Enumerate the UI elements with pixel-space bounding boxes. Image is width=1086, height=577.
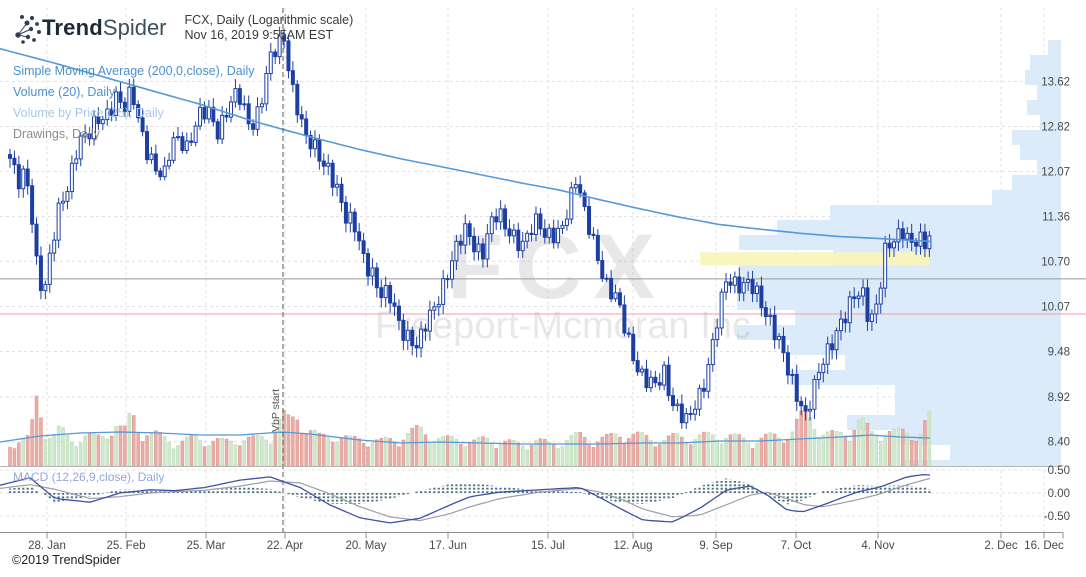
svg-text:25. Feb: 25. Feb <box>107 540 146 552</box>
svg-text:10.70: 10.70 <box>1041 256 1070 268</box>
logo-text-spider: Spider <box>102 15 167 40</box>
svg-text:9. Sep: 9. Sep <box>699 540 732 552</box>
svg-text:17. Jun: 17. Jun <box>429 540 467 552</box>
axes <box>0 466 1064 539</box>
chart-title-timestamp: Nov 16, 2019 9:55AM EST <box>184 28 334 42</box>
trendspider-logo: Trend Spider <box>12 12 167 44</box>
macd-signal-line <box>0 477 931 522</box>
date-axis[interactable]: 28. Jan 25. Feb 25. Mar 22. Apr 20. May 17. J… <box>28 540 1064 552</box>
svg-text:4. Nov: 4. Nov <box>861 540 894 552</box>
price-axis[interactable]: 13.62 12.82 12.07 11.36 10.70 10.07 9.48 8.92 8.… <box>1041 76 1070 523</box>
volume-bars <box>8 395 932 467</box>
macd-lines <box>0 473 931 524</box>
trendspider-logo-icon <box>15 15 41 44</box>
svg-text:22. Apr: 22. Apr <box>267 540 304 552</box>
indicator-label-volume[interactable]: Volume (20), Daily <box>13 85 116 99</box>
svg-text:0.00: 0.00 <box>1048 488 1070 500</box>
macd-line <box>0 473 931 524</box>
copyright-text: ©2019 TrendSpider <box>12 553 121 567</box>
indicator-label-drawings[interactable]: Drawings, Daily <box>13 127 100 141</box>
horizontal-line-drawings <box>0 278 1086 315</box>
svg-text:2. Dec: 2. Dec <box>984 540 1017 552</box>
logo-text-trend: Trend <box>42 15 103 40</box>
vbp-start-label: VbP start <box>270 389 282 432</box>
yellow-highlight-drawing <box>700 252 930 266</box>
svg-text:25. Mar: 25. Mar <box>187 540 226 552</box>
svg-text:9.48: 9.48 <box>1048 347 1070 359</box>
indicator-label-sma[interactable]: Simple Moving Average (200,0,close), Dai… <box>13 64 255 78</box>
header: Trend Spider FCX, Daily (Logarithmic scal… <box>12 12 353 44</box>
volume-by-price-bars <box>737 40 1061 466</box>
svg-text:0.50: 0.50 <box>1048 465 1070 477</box>
svg-text:8.40: 8.40 <box>1048 437 1070 449</box>
svg-text:15. Jul: 15. Jul <box>531 540 565 552</box>
svg-text:10.07: 10.07 <box>1041 302 1070 314</box>
indicator-label-macd[interactable]: MACD (12,26,9,close), Daily <box>13 470 165 484</box>
svg-text:13.62: 13.62 <box>1041 76 1070 88</box>
svg-text:20. May: 20. May <box>346 540 387 552</box>
chart-title: FCX, Daily (Logarithmic scale) Nov 16, 2… <box>185 12 354 43</box>
svg-text:28. Jan: 28. Jan <box>28 540 66 552</box>
svg-text:11.36: 11.36 <box>1042 212 1070 224</box>
svg-text:8.92: 8.92 <box>1048 392 1070 404</box>
chart-title-symbol: FCX, Daily (Logarithmic scale) <box>184 13 354 27</box>
svg-text:-0.50: -0.50 <box>1044 511 1070 523</box>
svg-text:12. Aug: 12. Aug <box>613 540 652 552</box>
indicator-list: Simple Moving Average (200,0,close), Dai… <box>13 61 255 145</box>
svg-text:16. Dec: 16. Dec <box>1024 540 1064 552</box>
vbp-start-marker: VbP start <box>270 8 284 533</box>
volume-ma-line <box>0 431 931 445</box>
svg-text:12.07: 12.07 <box>1041 166 1070 178</box>
svg-text:7. Oct: 7. Oct <box>781 540 812 552</box>
watermark-company-name: Freeport-Mcmoran Inc <box>375 305 751 347</box>
sma-200-line <box>0 47 931 243</box>
indicator-label-volume-by-price[interactable]: Volume by Price (25), Daily <box>13 106 164 120</box>
svg-text:12.82: 12.82 <box>1041 122 1070 134</box>
gridlines <box>0 8 1061 533</box>
